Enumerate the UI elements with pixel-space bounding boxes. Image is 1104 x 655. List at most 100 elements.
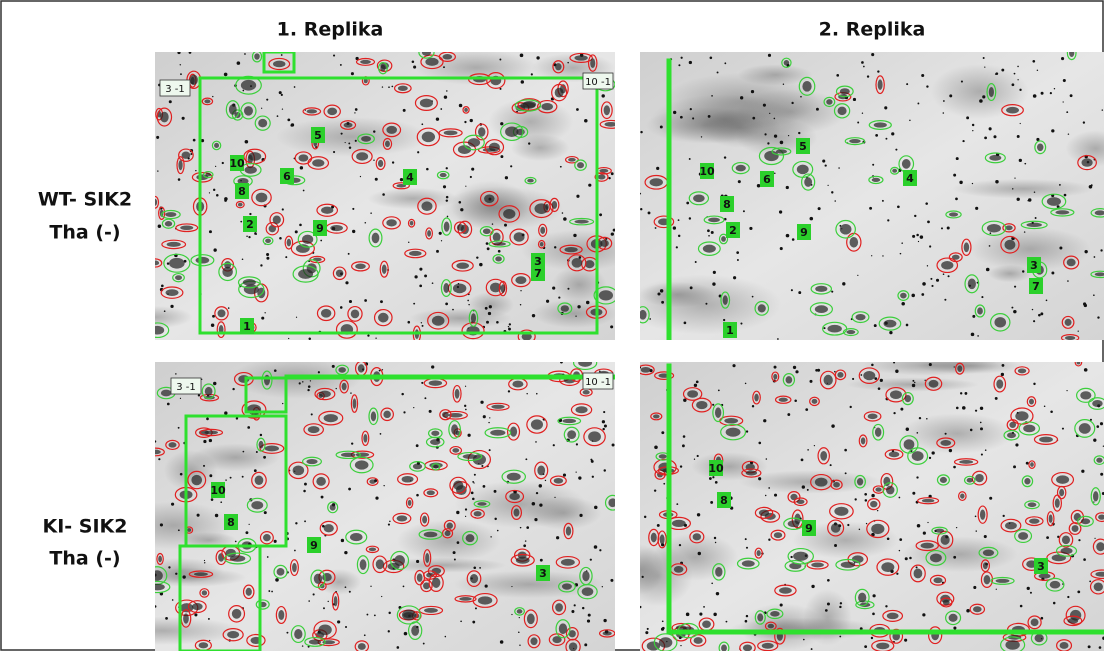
spot-core <box>204 99 210 103</box>
spot-core <box>641 367 651 373</box>
gel-speck <box>470 176 472 178</box>
spot-core <box>456 263 469 269</box>
gel-speck <box>587 619 590 622</box>
spot-core <box>756 550 760 556</box>
gel-speck <box>766 458 768 460</box>
spot-core <box>905 395 912 402</box>
gel-speck <box>786 186 789 189</box>
gel-speck <box>247 426 250 429</box>
gel-speck <box>220 501 222 503</box>
gel-smear <box>618 544 664 595</box>
gel-speck <box>350 392 351 393</box>
spot-core <box>940 440 951 446</box>
spot-core <box>534 203 548 214</box>
gel-speck <box>1083 121 1085 123</box>
gel-speck <box>584 119 588 123</box>
gel-speck <box>604 425 607 428</box>
gel-speck <box>452 309 454 311</box>
gel-speck <box>175 573 177 575</box>
gel-speck <box>767 142 769 144</box>
gel-speck <box>470 119 473 122</box>
spot-core <box>674 566 684 573</box>
gel-speck <box>774 135 777 138</box>
gel-speck <box>351 72 354 75</box>
gel-speck <box>887 219 889 221</box>
gel-speck <box>248 236 250 238</box>
gel-speck <box>680 116 683 119</box>
spot-core <box>1039 574 1051 579</box>
spot-core <box>512 381 523 388</box>
spot-core <box>167 242 181 247</box>
spot-core <box>582 571 589 581</box>
gel-speck <box>891 132 894 135</box>
gel-speck <box>536 393 538 395</box>
spot-core <box>445 531 451 537</box>
gel-speck <box>349 591 351 593</box>
gel-speck <box>447 216 449 218</box>
spot-core <box>230 555 246 561</box>
spot-core <box>797 500 805 504</box>
spot-core <box>477 502 486 506</box>
gel-speck <box>489 305 492 308</box>
gel-speck <box>168 566 170 568</box>
gel-speck <box>678 64 680 66</box>
spot-core <box>505 127 518 137</box>
column-title: 2. Replika <box>819 19 926 41</box>
gel-speck <box>154 605 156 607</box>
gel-speck <box>679 544 681 546</box>
gel-speck <box>467 434 470 437</box>
gel-speck <box>788 135 789 136</box>
spot-core <box>363 434 367 443</box>
spot-core <box>491 405 504 409</box>
spot-core <box>202 590 207 595</box>
spot-core <box>422 516 427 524</box>
spot-core <box>427 230 431 237</box>
gel-speck <box>1093 439 1096 442</box>
gel-speck <box>1014 286 1016 288</box>
spot-core <box>1056 475 1069 484</box>
gel-speck <box>953 174 956 177</box>
gel-speck <box>474 474 476 476</box>
gel-speck <box>745 383 747 385</box>
gel-speck <box>211 498 214 501</box>
spot-core <box>464 108 468 112</box>
spot-core <box>561 305 569 312</box>
spot-core <box>190 75 198 85</box>
gel-speck <box>1094 256 1096 258</box>
gel-speck <box>1062 428 1064 430</box>
spot-core <box>1067 259 1076 267</box>
spot-core <box>378 160 383 167</box>
gel-speck <box>472 498 475 501</box>
spot-core <box>398 86 408 91</box>
gel-speck <box>956 157 959 160</box>
gel-speck <box>792 238 795 241</box>
spot-core <box>455 389 460 399</box>
gel-speck <box>446 199 448 201</box>
spot-label: 8 <box>723 198 731 211</box>
spot-core <box>887 613 899 620</box>
gel-speck <box>344 551 347 554</box>
gel-speck <box>392 161 394 163</box>
gel-speck <box>518 632 520 634</box>
gel-speck <box>976 530 977 531</box>
gel-speck <box>909 557 912 560</box>
gel-speck <box>556 536 559 539</box>
gel-speck <box>403 411 405 413</box>
gel-speck <box>949 94 952 97</box>
spot-core <box>443 283 449 293</box>
spot-core <box>941 261 953 270</box>
gel-speck <box>464 121 466 123</box>
spot-core <box>327 108 337 115</box>
gel-speck <box>780 141 784 145</box>
gel-speck <box>508 390 510 392</box>
gel-speck <box>989 497 992 500</box>
gel-speck <box>980 422 982 424</box>
spot-core <box>520 102 535 109</box>
gel-speck <box>604 469 606 471</box>
spot-core <box>503 209 515 219</box>
spot-core <box>861 437 866 444</box>
region-box <box>668 365 670 631</box>
gel-speck <box>509 323 511 325</box>
gel-speck <box>282 208 284 210</box>
gel-speck <box>912 235 915 238</box>
